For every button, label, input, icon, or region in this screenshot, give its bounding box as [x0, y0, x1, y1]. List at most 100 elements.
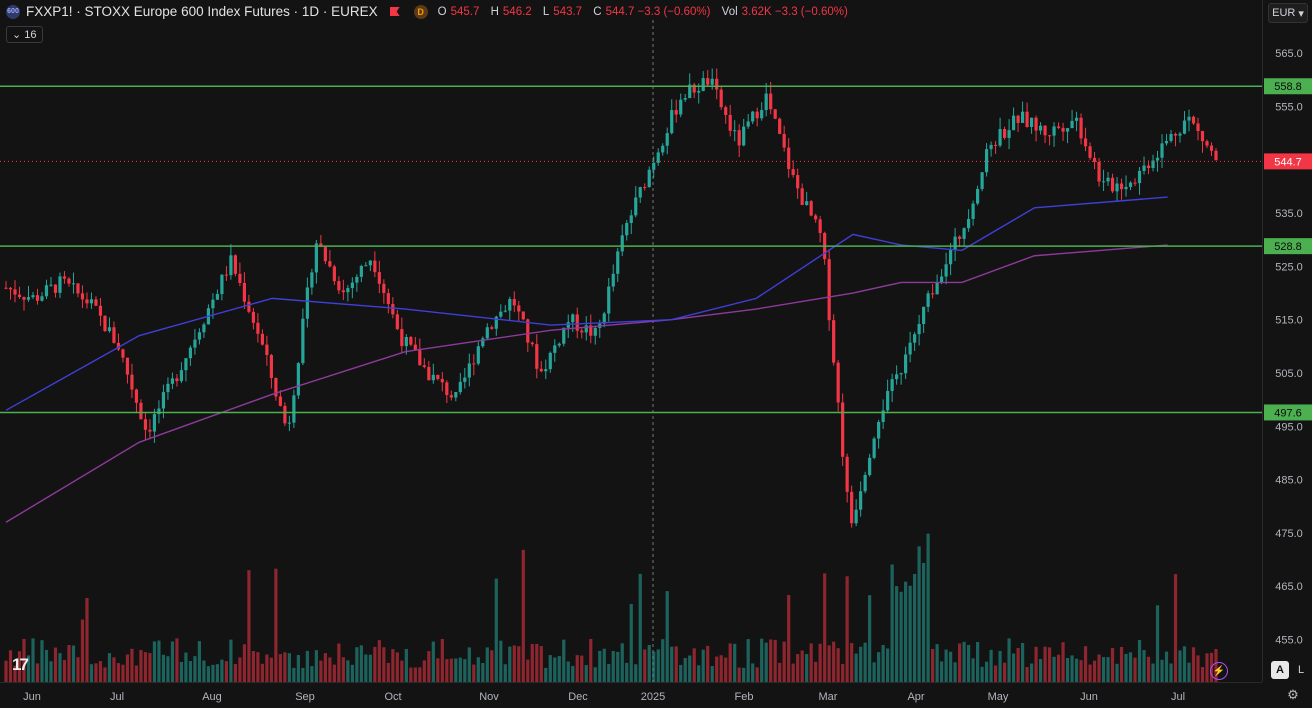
candle-body [917, 323, 921, 335]
volume-bar [993, 665, 998, 682]
volume-bar [553, 657, 557, 682]
volume-bar [4, 660, 8, 682]
time-axis[interactable]: Jun Jul Aug Sep Oct Nov Dec 2025 Feb Mar Apr May Jun… [0, 682, 1262, 708]
candle-body [1200, 130, 1205, 142]
candle-body [13, 289, 17, 295]
candle-body [1146, 165, 1151, 169]
volume-bar [760, 638, 764, 682]
volume-bar [62, 660, 67, 682]
volume-bar [967, 644, 971, 682]
volume-bar [859, 646, 863, 682]
volume-bar [346, 660, 350, 682]
volume-bar [413, 667, 417, 682]
time-tick-label: Jul [1171, 691, 1185, 703]
candle-body [1106, 177, 1110, 182]
candle-body [778, 118, 782, 134]
candle-body [134, 389, 139, 403]
volume-bar [724, 657, 728, 682]
candle-body [719, 89, 723, 108]
candle-body [161, 392, 166, 409]
volume-bar [1034, 646, 1038, 682]
price-axis[interactable]: 558.8 528.8 497.6 544.7 565.0 555.0 535.0 525.0… [1262, 0, 1312, 682]
price-chart[interactable] [0, 0, 1262, 682]
auto-scale-button[interactable]: A [1271, 661, 1289, 679]
volume-bar [332, 664, 336, 682]
indicators-toggle[interactable]: ⌄ 16 [6, 26, 43, 43]
candle-body [1173, 133, 1178, 136]
candle-body [193, 339, 197, 348]
candle-body [1205, 141, 1209, 146]
volume-bar [598, 650, 602, 682]
candle-body [85, 299, 89, 304]
volume-bar [890, 564, 894, 682]
time-tick-label: Apr [907, 691, 924, 703]
ohlc-high: H 546.2 [490, 5, 532, 18]
currency-select[interactable]: EUR ▾ [1268, 3, 1308, 23]
candle-body [517, 305, 521, 312]
volume-bar [751, 663, 755, 682]
volume-bar [562, 639, 566, 682]
volume-bar [1079, 660, 1083, 682]
candle-body [44, 285, 49, 297]
flag-icon[interactable] [389, 7, 400, 16]
symbol-icon[interactable]: 600 [6, 4, 20, 19]
candle-body [467, 363, 471, 378]
volume-bar [274, 568, 278, 682]
data-badge-icon[interactable]: D [413, 4, 428, 19]
candle-body [512, 298, 516, 306]
volume-bar [710, 665, 714, 682]
volume-bar [440, 638, 444, 682]
volume-bar [863, 642, 867, 682]
volume-bar [188, 661, 193, 682]
candle-body [652, 162, 656, 170]
price-tick-label: 515.0 [1275, 315, 1303, 327]
time-tick-label: Feb [735, 691, 754, 703]
candle-body [215, 294, 220, 300]
gear-icon[interactable]: ⚙ [1287, 687, 1299, 702]
chart-title[interactable]: FXXP1! · STOXX Europe 600 Index Futures … [26, 4, 378, 19]
tradingview-logo-icon[interactable]: 17 [12, 655, 29, 674]
candle-body [877, 422, 881, 439]
volume-bar [607, 663, 611, 682]
volume-bar [233, 663, 238, 682]
volume-bar [701, 649, 705, 682]
volume-bar [589, 638, 593, 682]
volume-bar [715, 656, 719, 682]
candle-body [224, 274, 229, 276]
volume-bar [1200, 667, 1205, 682]
volume-bar [1164, 651, 1169, 682]
volume-bar [917, 546, 921, 682]
candle-body [8, 287, 13, 290]
candle-body [557, 343, 561, 346]
candle-body [247, 301, 251, 312]
log-scale-button[interactable]: L [1297, 664, 1305, 676]
candle-body [476, 346, 480, 364]
candle-body [373, 260, 377, 273]
volume-bar [229, 639, 233, 682]
ohlc-volume: Vol 3.62K −3.3 (−0.60%) [721, 5, 848, 18]
candle-body [656, 152, 660, 163]
volume-bar [391, 649, 395, 682]
time-tick-label: Jun [23, 691, 41, 703]
candle-body [953, 236, 957, 250]
volume-bar [971, 658, 975, 682]
indicator-count: 16 [24, 29, 37, 41]
volume-bar [737, 667, 741, 682]
volume-bar [773, 639, 777, 682]
volume-bar [922, 562, 926, 682]
volume-bar [1146, 656, 1151, 682]
candle-body [1043, 125, 1047, 136]
candle-body [130, 374, 134, 390]
time-tick-label: Jul [110, 691, 124, 703]
volume-bar [445, 659, 449, 682]
candle-body [292, 395, 296, 423]
candle-body [854, 509, 858, 524]
lightning-icon[interactable]: ⚡ [1210, 662, 1228, 680]
volume-bar [463, 659, 467, 682]
volume-bar [530, 644, 534, 682]
candle-body [683, 98, 687, 100]
volume-bar [269, 657, 273, 682]
candle-body [836, 362, 840, 403]
volume-bar [328, 657, 332, 682]
volume-bar [728, 643, 732, 682]
